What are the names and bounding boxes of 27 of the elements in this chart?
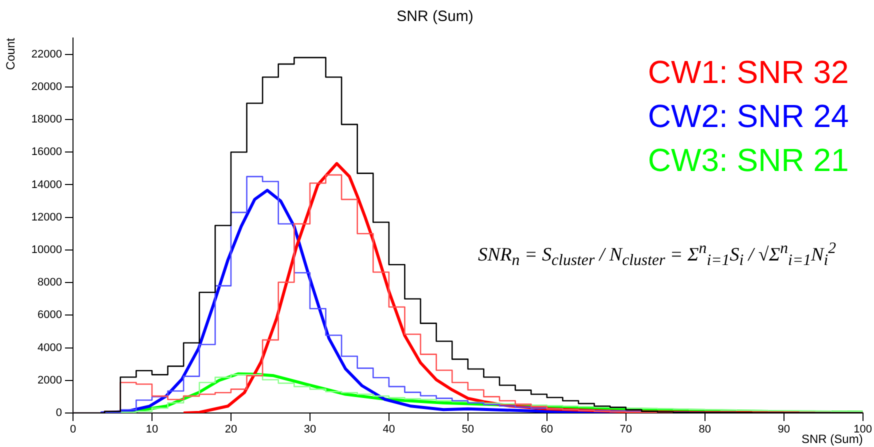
y-tick-label: 0 [56, 407, 62, 420]
x-tick-label: 10 [146, 424, 158, 436]
chart-title: SNR (Sum) [396, 8, 474, 26]
text: CW1: SNR 32 [648, 54, 849, 90]
x-tick-label: 70 [620, 424, 632, 436]
x-tick-label: 60 [540, 424, 554, 436]
x-tick-label: 20 [224, 424, 238, 436]
y-tick-label: 18000 [31, 114, 62, 126]
x-tick-label: 40 [382, 424, 396, 436]
x-tick-label: 50 [462, 424, 474, 436]
y-tick-label: 14000 [31, 178, 62, 191]
x-tick-label: 0 [70, 424, 76, 436]
x-tick-label: 30 [304, 424, 316, 436]
text: CW3: SNR 21 [648, 142, 849, 178]
text: CW2: SNR 24 [648, 98, 849, 134]
y-tick-label: 12000 [31, 211, 62, 224]
y-tick-label: 8000 [38, 276, 62, 289]
x-tick-label: 90 [778, 424, 790, 436]
y-tick-label: 6000 [38, 309, 62, 322]
y-tick-label: 16000 [31, 146, 62, 158]
y-tick-label: 2000 [38, 374, 62, 386]
x-tick-label: 80 [698, 424, 711, 436]
y-tick-label: 22000 [31, 48, 62, 60]
y-axis-title: Count [4, 37, 18, 70]
y-tick-label: 10000 [31, 244, 62, 256]
y-tick-label: 4000 [38, 342, 62, 354]
y-tick-label: 20000 [31, 80, 62, 93]
